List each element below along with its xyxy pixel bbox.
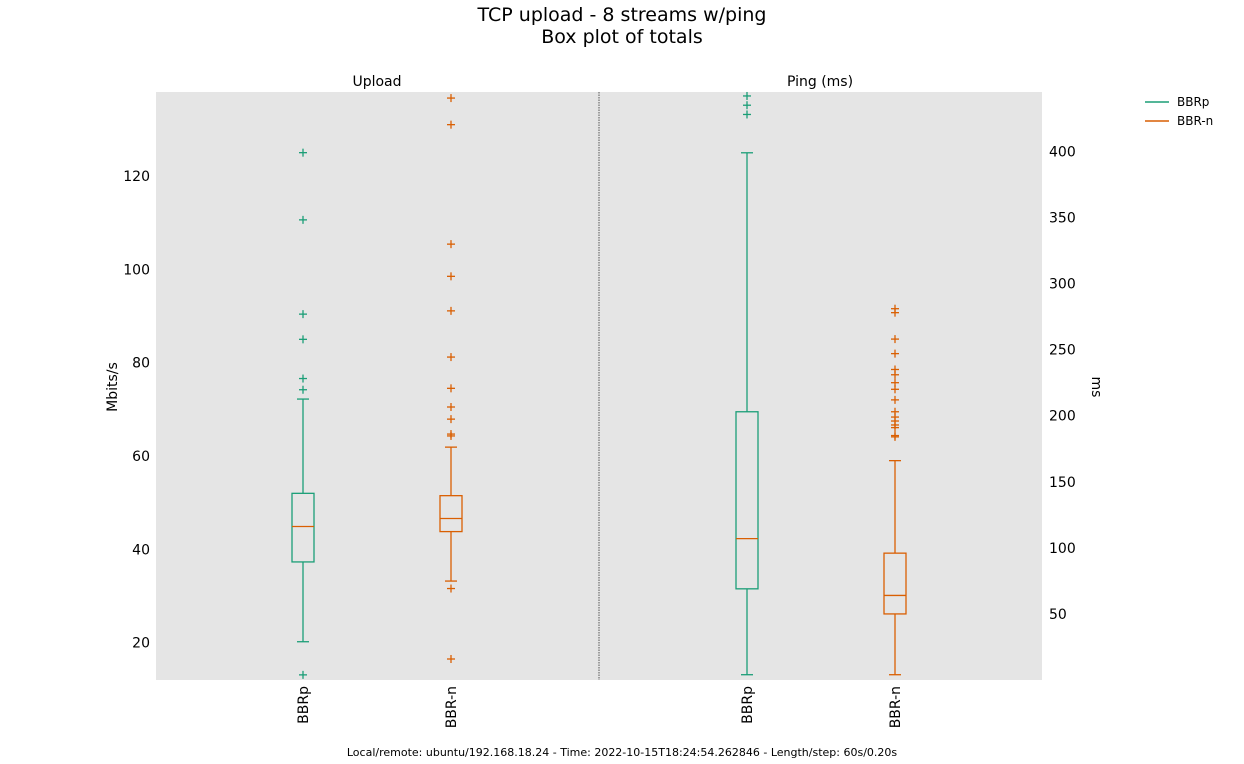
iqr-box [735,411,759,590]
outlier-marker [743,91,751,100]
outlier-marker [891,349,899,358]
outlier-marker [891,378,899,387]
outlier-marker [447,353,455,362]
outlier-marker [447,94,455,103]
y-tick-label: 80 [132,356,150,372]
outlier-marker [299,670,307,679]
outlier-marker [447,306,455,315]
outlier-marker [299,374,307,383]
iqr-box [883,552,907,615]
y-tick-label: 100 [123,262,150,278]
y-tick-label: 300 [1049,277,1076,293]
chart-title: TCP upload - 8 streams w/ping [477,4,767,26]
panel-title-ping: Ping (ms) [787,74,853,90]
outlier-marker [891,335,899,344]
y-tick-label: 120 [123,169,150,185]
outlier-marker [891,365,899,374]
y-tick-label: 40 [132,542,150,558]
outlier-marker [447,415,455,424]
outlier-marker [447,384,455,393]
outlier-marker [299,148,307,157]
outlier-marker [743,110,751,119]
outlier-marker [299,310,307,319]
x-tick-label: BBRp [740,686,756,724]
y-tick-label: 100 [1049,541,1076,557]
outlier-marker [299,215,307,224]
y-tick-label: 200 [1049,409,1076,425]
box-ping-ms--bbr-n [883,304,907,676]
y-tick-label: 400 [1049,144,1076,160]
y-axis-ticks-left: 20 40 60 80 100 120 [123,169,150,652]
y-axis-label-left: Mbits/s [105,362,121,412]
y-tick-label: 350 [1049,211,1076,227]
y-tick-label: 20 [132,636,150,652]
outlier-marker [447,655,455,663]
box-upload-bbrp [291,148,315,679]
box-ping-ms--bbrp [735,91,759,676]
legend-label-bbrp: BBRp [1177,95,1209,109]
y-axis-ticks-right: 50 100 150 200 250 300 350 400 [1049,144,1076,622]
outlier-marker [743,101,751,110]
iqr-box [439,495,463,533]
y-tick-label: 250 [1049,343,1076,359]
outlier-marker [447,403,455,411]
outlier-marker [447,430,455,439]
outlier-marker [891,395,899,404]
y-axis-label-right: ms [1088,377,1104,398]
x-tick-label: BBRp [296,686,312,724]
outlier-marker [891,304,899,313]
iqr-box [291,492,315,563]
x-tick-label: BBR-n [444,686,460,728]
outlier-marker [447,120,455,129]
outlier-marker [891,407,899,416]
chart-subtitle: Box plot of totals [541,26,703,48]
legend: BBRp BBR-n [1145,95,1213,128]
outlier-marker [447,584,455,593]
legend-label-bbr-n: BBR-n [1177,114,1213,128]
outlier-marker [299,385,307,394]
x-axis-ticks: BBRp BBR-n BBRp BBR-n [296,686,904,728]
footer-info: Local/remote: ubuntu/192.168.18.24 - Tim… [347,746,898,759]
x-tick-label: BBR-n [888,686,904,728]
y-tick-label: 60 [132,449,150,465]
outlier-marker [447,272,455,281]
box-upload-bbr-n [439,94,463,663]
panel-title-upload: Upload [352,74,401,90]
y-tick-label: 50 [1049,607,1067,623]
outlier-marker [447,240,455,249]
outlier-marker [299,335,307,344]
y-tick-label: 150 [1049,475,1076,491]
outlier-marker [891,431,899,440]
boxes-layer [291,91,907,679]
